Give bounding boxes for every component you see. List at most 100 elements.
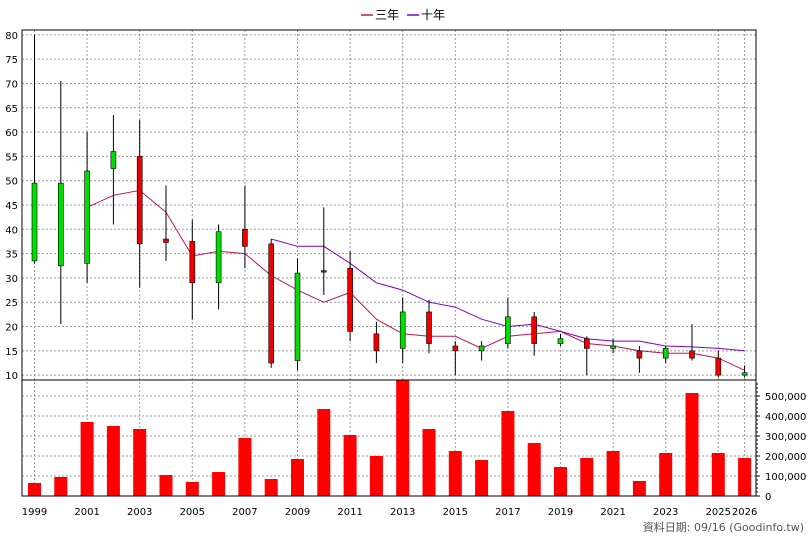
volume-bar xyxy=(212,472,226,496)
year-tick-label: 2001 xyxy=(74,507,99,518)
volume-tick-label: 300,000 xyxy=(765,432,806,443)
volume-bar xyxy=(291,459,304,496)
footer-source: 資料日期: 09/16 (Goodinfo.tw) xyxy=(643,520,804,534)
volume-bar xyxy=(238,438,252,496)
candle-body xyxy=(636,350,643,359)
volume-bar xyxy=(448,451,462,496)
volume-bar xyxy=(606,451,620,496)
price-tick-label: 30 xyxy=(5,274,18,285)
year-tick-label: 2023 xyxy=(653,507,678,518)
candle-body xyxy=(31,182,38,262)
volume-bar xyxy=(738,458,752,496)
year-tick-label: 1999 xyxy=(22,507,47,518)
volume-bar xyxy=(28,483,41,496)
volume-tick-label: 0 xyxy=(765,492,771,503)
price-tick-label: 35 xyxy=(5,250,18,261)
volume-bar xyxy=(475,460,489,496)
price-tick-label: 15 xyxy=(5,347,18,358)
price-tick-label: 40 xyxy=(5,225,18,236)
candle-body xyxy=(662,348,669,359)
candle-body xyxy=(689,350,695,359)
volume-bar xyxy=(264,479,278,496)
price-tick-label: 20 xyxy=(5,323,18,334)
candle-body xyxy=(294,272,301,361)
year-tick-label: 2005 xyxy=(180,507,205,518)
candle-body xyxy=(163,238,169,243)
price-tick-label: 80 xyxy=(5,31,18,42)
volume-bar xyxy=(580,458,594,496)
price-tick-label: 60 xyxy=(5,128,18,139)
year-tick-label: 2007 xyxy=(232,507,257,518)
year-tick-label: 2011 xyxy=(337,507,362,518)
volume-bar xyxy=(554,467,567,496)
volume-bar xyxy=(185,482,199,496)
price-tick-label: 10 xyxy=(5,371,18,382)
legend: 三年 十年 xyxy=(361,8,445,22)
candle-body xyxy=(84,170,90,264)
axes: 1015202530354045505560657075800100,00020… xyxy=(5,29,806,518)
volume-tick-label: 500,000 xyxy=(765,392,806,403)
volume-tick-label: 400,000 xyxy=(765,412,806,423)
candle-body xyxy=(557,338,564,344)
volume-bar xyxy=(80,422,94,496)
volume-bar xyxy=(133,429,147,496)
legend-label-ten-year: 十年 xyxy=(421,8,445,22)
volume-bar xyxy=(396,380,410,496)
year-tick-label: 2013 xyxy=(390,507,415,518)
volume-bar xyxy=(159,475,173,496)
candle-body xyxy=(320,270,327,273)
volume-bar xyxy=(343,435,357,496)
candle-body xyxy=(189,241,196,284)
volume-bar xyxy=(422,429,436,496)
candle-body xyxy=(741,372,748,376)
price-tick-label: 25 xyxy=(5,298,18,309)
candle-body xyxy=(452,345,459,352)
year-tick-label: 2009 xyxy=(285,507,310,518)
year-tick-label: 2026 xyxy=(732,507,757,518)
average-line xyxy=(86,189,745,371)
plot-frame xyxy=(21,29,757,497)
candle-body xyxy=(136,156,143,245)
candlesticks xyxy=(31,34,748,378)
candle-body xyxy=(215,231,222,284)
year-tick-label: 2021 xyxy=(600,507,625,518)
candle-body xyxy=(583,338,590,349)
volume-bar xyxy=(632,481,646,496)
volume-tick-label: 200,000 xyxy=(765,452,806,463)
candle-body xyxy=(110,151,117,169)
candle-body xyxy=(426,311,432,344)
volume-bar xyxy=(54,477,68,496)
volume-bar xyxy=(659,453,673,496)
price-tick-label: 70 xyxy=(5,79,18,90)
price-tick-label: 75 xyxy=(5,55,18,66)
volume-tick-label: 100,000 xyxy=(765,472,806,483)
volume-bar xyxy=(711,453,725,496)
price-tick-label: 50 xyxy=(5,177,18,188)
volume-bar xyxy=(685,393,699,496)
year-tick-label: 2017 xyxy=(495,507,520,518)
price-tick-label: 55 xyxy=(5,152,18,163)
price-tick-label: 45 xyxy=(5,201,18,212)
legend-label-three-year: 三年 xyxy=(375,8,399,22)
candle-body xyxy=(347,267,353,332)
candle-body xyxy=(610,345,616,349)
volume-bar xyxy=(369,456,383,496)
volume-bar xyxy=(527,443,541,496)
candle-body xyxy=(531,316,538,344)
candle-body xyxy=(715,357,722,376)
price-tick-label: 65 xyxy=(5,104,18,115)
candle-body xyxy=(373,333,380,352)
year-tick-label: 2025 xyxy=(706,507,731,518)
candle-body xyxy=(478,345,485,352)
year-tick-label: 2019 xyxy=(548,507,573,518)
candle-body xyxy=(57,182,64,267)
candle-body xyxy=(505,316,511,344)
volume-bar xyxy=(317,409,331,496)
candle-body xyxy=(242,229,248,247)
volume-bar xyxy=(501,411,515,496)
volume-bars xyxy=(28,380,752,496)
candle-body xyxy=(399,311,406,349)
volume-bar xyxy=(106,426,120,496)
